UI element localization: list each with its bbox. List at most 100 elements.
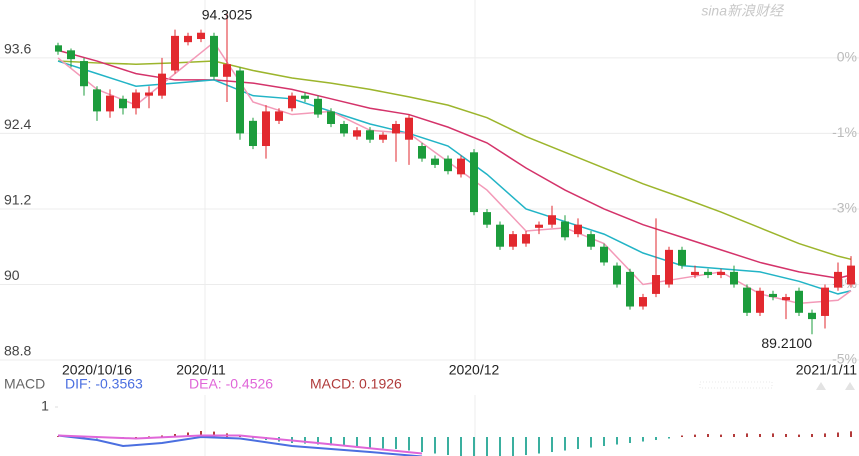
candle-body — [574, 224, 582, 235]
dif-label: DIF: -0.3563 — [65, 376, 143, 392]
candle-body — [236, 70, 244, 134]
candle-body — [730, 271, 738, 285]
macd-bar — [148, 436, 150, 438]
macd-bar — [538, 437, 540, 454]
candle-body — [782, 297, 790, 301]
macd-bar — [798, 434, 800, 438]
macd-line — [57, 434, 423, 455]
candle-body — [197, 32, 205, 40]
candle-body — [392, 123, 400, 134]
candle-body — [600, 246, 608, 263]
macd-bar — [824, 433, 826, 438]
candle-body — [626, 271, 634, 307]
candle-body — [535, 224, 543, 228]
macd-bar — [733, 434, 735, 438]
candle-body — [275, 111, 283, 121]
x-tick-label: 2020/12 — [449, 362, 500, 378]
candle-body — [639, 297, 647, 307]
candle-body — [158, 73, 166, 96]
x-tick-label: 2020/11 — [176, 362, 226, 378]
macd-title: MACD — [4, 376, 45, 392]
candle-body — [93, 89, 101, 112]
candle-body — [613, 265, 621, 285]
y-tick-label: 88.8 — [4, 343, 31, 359]
candle-body — [171, 35, 179, 71]
dea-label: DEA: -0.4526 — [189, 376, 273, 392]
macd-bar — [499, 437, 501, 456]
candle-body — [470, 152, 478, 213]
candle-body — [756, 290, 764, 313]
macd-bar — [161, 435, 163, 438]
y-tick-label: 93.6 — [4, 41, 31, 57]
candle-body — [834, 271, 842, 288]
macd-bar — [447, 437, 449, 456]
logo: sina新浪财经 — [701, 3, 785, 19]
macd-label: MACD: 0.1926 — [310, 376, 402, 392]
candle-body — [548, 215, 556, 225]
candle-body — [769, 293, 777, 298]
price-plot — [55, 13, 855, 335]
candle-body — [249, 120, 257, 147]
macd-bar — [473, 437, 475, 456]
macd-bar — [213, 431, 215, 438]
candle-body — [55, 45, 62, 52]
macd-bar — [434, 437, 436, 454]
macd-bar — [850, 431, 852, 438]
candle-body — [483, 212, 491, 225]
macd-bar — [681, 435, 683, 438]
high-annotation: 94.3025 — [202, 7, 253, 23]
right-axis-label: -5% — [832, 351, 857, 367]
macd-bar — [486, 437, 488, 456]
candle-body — [509, 234, 517, 247]
candle-body — [340, 123, 348, 134]
candle-body — [496, 224, 504, 247]
y-tick-label: 1 — [41, 398, 49, 414]
macd-bar — [811, 434, 813, 438]
macd-bar — [577, 437, 579, 450]
candle-body — [743, 287, 751, 313]
candle-body — [314, 98, 322, 115]
moving-average — [57, 60, 852, 261]
macd-bar — [720, 434, 722, 438]
x-tick-label: 2020/10/16 — [62, 362, 132, 378]
macd-bar — [317, 437, 319, 445]
candle-body — [119, 98, 127, 109]
candle-body — [704, 271, 712, 276]
candle-body — [561, 221, 569, 238]
macd-bar — [304, 437, 306, 444]
slider[interactable] — [699, 381, 773, 389]
macd-bar — [395, 437, 397, 450]
right-axis-label: -1% — [832, 124, 857, 140]
macd-bar — [772, 433, 774, 438]
macd-bar — [330, 437, 332, 446]
moving-average — [57, 49, 852, 279]
candle-body — [652, 275, 660, 294]
macd-bar — [616, 437, 618, 445]
macd-bar — [668, 437, 670, 439]
macd-bar — [369, 437, 371, 448]
candle-body — [106, 95, 114, 112]
candle-body — [353, 130, 361, 137]
candle-body — [80, 61, 88, 87]
candle-body — [67, 50, 75, 60]
candle-body — [717, 271, 725, 276]
candle-body — [821, 287, 829, 316]
zoom-button[interactable] — [816, 382, 826, 390]
macd-bar — [356, 437, 358, 447]
macd-bar — [57, 436, 59, 438]
macd-bar — [785, 434, 787, 438]
candle-body — [847, 265, 855, 285]
right-axis-label: -3% — [832, 200, 857, 216]
zoom-button[interactable] — [845, 382, 855, 390]
macd-bar — [694, 434, 696, 438]
candle-body — [288, 95, 296, 109]
macd-bar — [642, 437, 644, 442]
candle-body — [132, 92, 140, 109]
macd-bar — [746, 433, 748, 438]
macd-bar — [564, 437, 566, 451]
candle-body — [405, 117, 413, 140]
macd-bar — [460, 437, 462, 456]
macd-bar — [512, 437, 514, 456]
